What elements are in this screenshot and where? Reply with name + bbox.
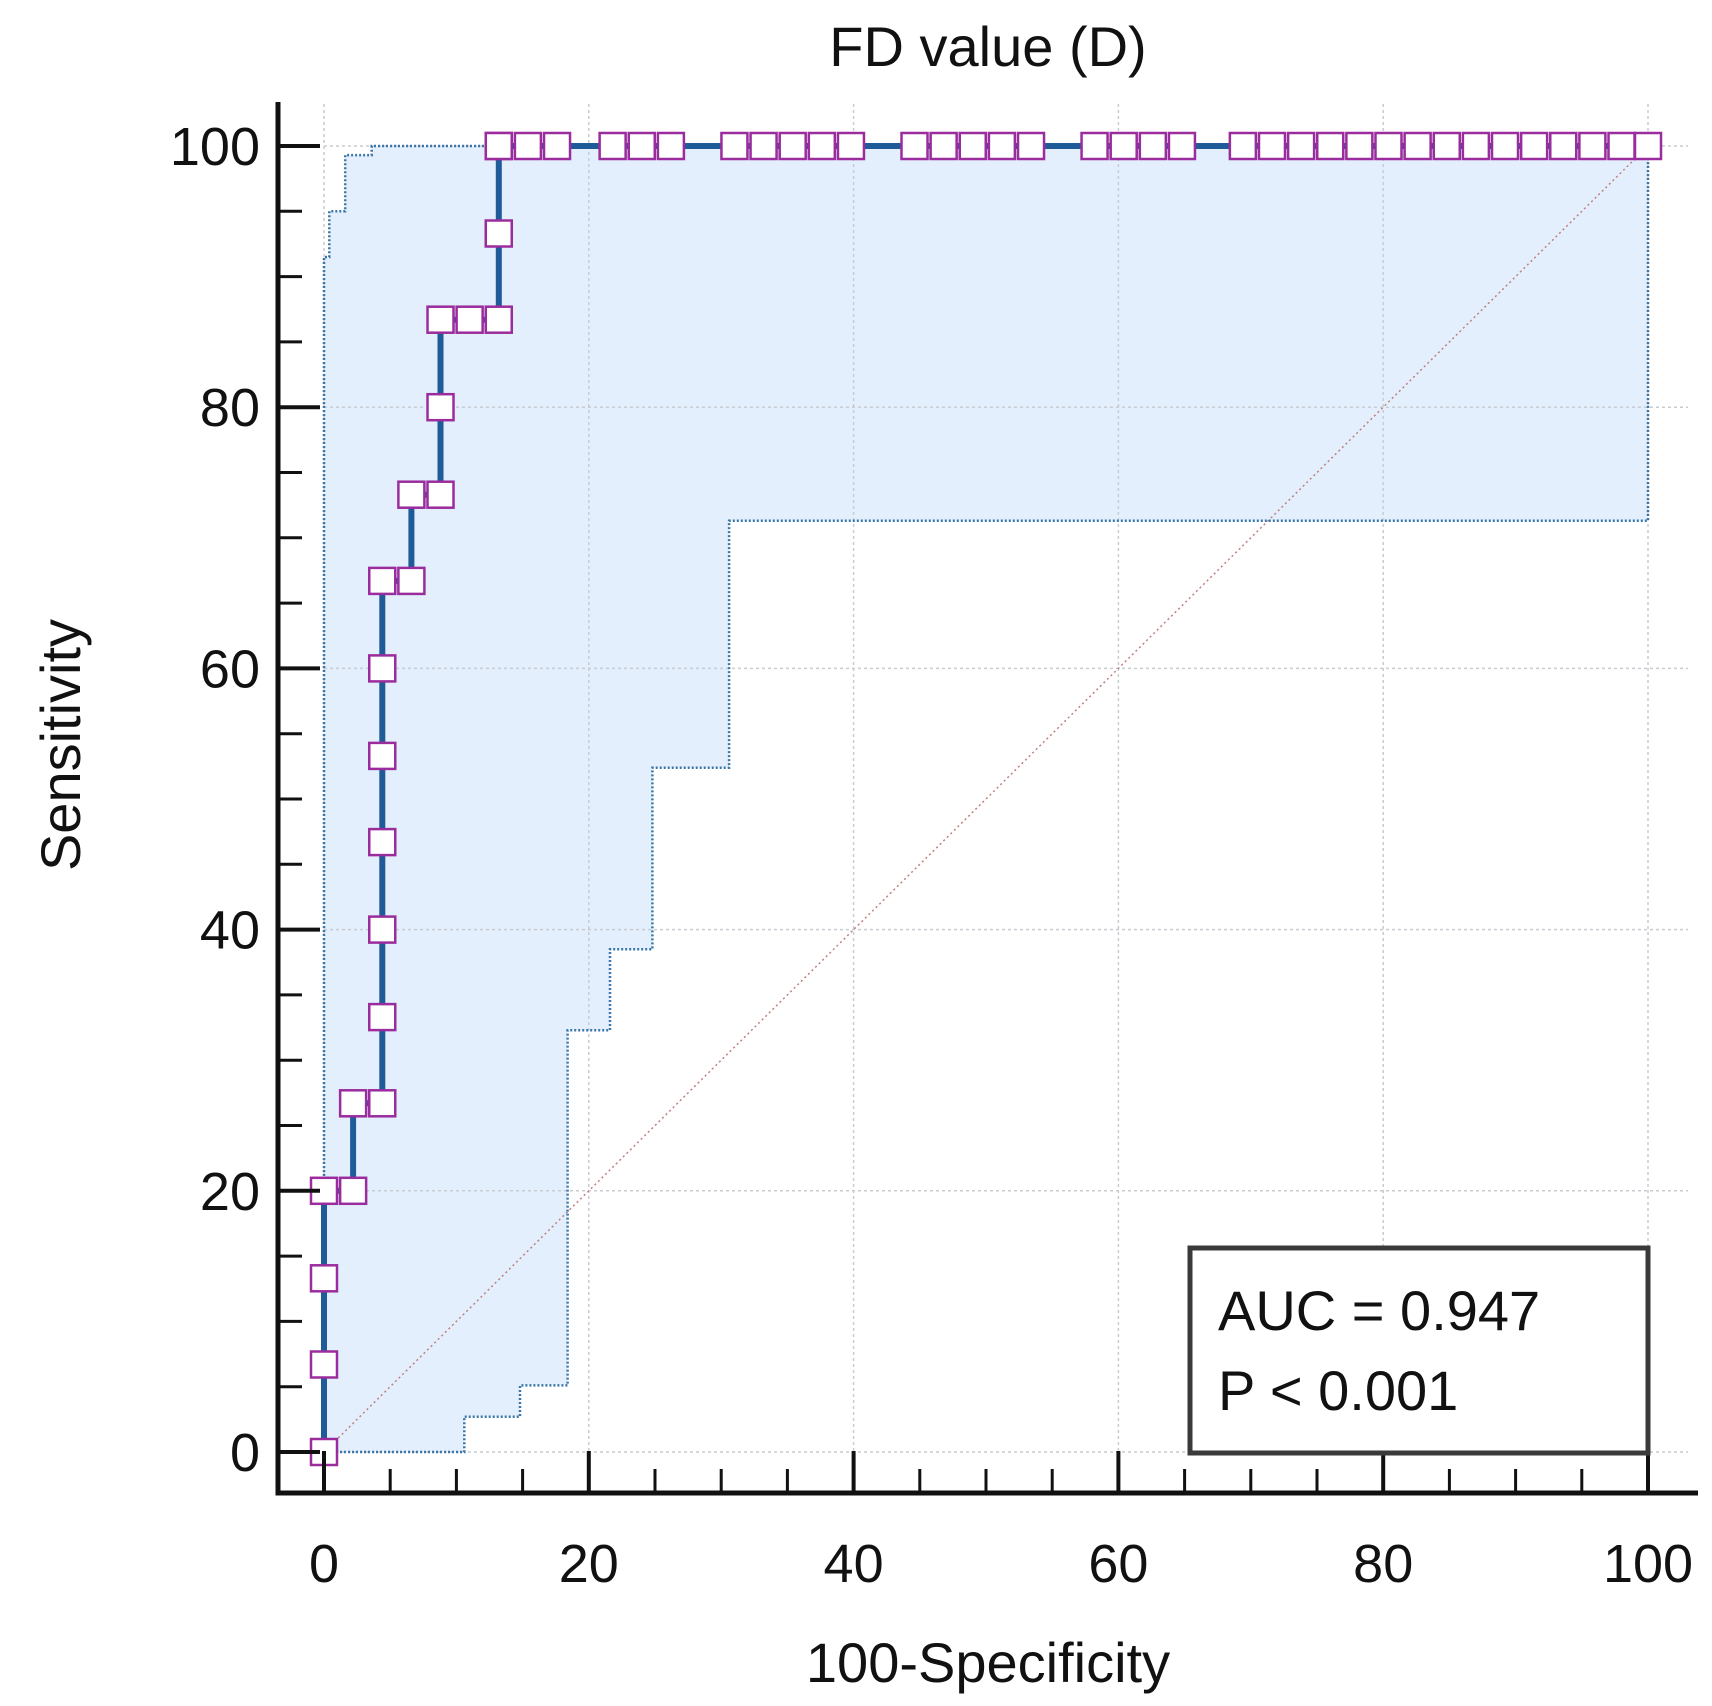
roc-point-marker bbox=[368, 1002, 397, 1032]
roc-point-marker bbox=[807, 131, 837, 161]
plot-area: 0 20 40 60 80 100 0 20 40 60 80 100 bbox=[170, 102, 1698, 1594]
roc-point-marker bbox=[900, 131, 929, 161]
roc-point-marker bbox=[484, 131, 514, 161]
x-tick-label: 0 bbox=[309, 1534, 339, 1594]
roc-point-marker bbox=[1403, 131, 1432, 161]
roc-point-marker bbox=[426, 392, 455, 422]
y-tick-label: 20 bbox=[200, 1162, 260, 1222]
roc-point-marker bbox=[778, 131, 807, 161]
annotation-box: AUC = 0.947 P < 0.001 bbox=[1187, 1245, 1651, 1456]
chart-title: FD value (D) bbox=[829, 15, 1146, 78]
roc-point-marker bbox=[338, 1089, 368, 1118]
ci-band-fill bbox=[324, 146, 1648, 1452]
roc-point-marker bbox=[1228, 131, 1258, 161]
y-tick-label: 100 bbox=[170, 117, 260, 177]
roc-point-marker bbox=[1519, 131, 1549, 161]
roc-point-marker bbox=[1549, 131, 1578, 161]
roc-point-marker bbox=[455, 305, 484, 334]
roc-point-marker bbox=[836, 131, 866, 161]
roc-point-marker bbox=[749, 131, 778, 161]
roc-point-marker bbox=[338, 1176, 368, 1206]
roc-point-marker bbox=[958, 131, 988, 161]
roc-point-marker bbox=[426, 305, 455, 334]
roc-point-marker bbox=[987, 131, 1017, 161]
roc-point-marker bbox=[1138, 131, 1168, 161]
roc-point-marker bbox=[513, 131, 543, 161]
x-tick-label: 40 bbox=[824, 1534, 884, 1594]
roc-point-marker bbox=[397, 480, 426, 509]
roc-point-marker bbox=[368, 915, 397, 944]
roc-point-marker bbox=[1257, 131, 1287, 161]
roc-point-marker bbox=[309, 1350, 339, 1379]
ci-upper-line bbox=[322, 144, 1648, 1452]
roc-point-marker bbox=[1016, 131, 1046, 161]
roc-point-marker bbox=[1607, 131, 1636, 161]
roc-point-marker bbox=[1432, 131, 1462, 161]
roc-point-marker bbox=[1633, 131, 1663, 161]
roc-point-marker bbox=[1578, 131, 1607, 161]
roc-point-marker bbox=[368, 827, 397, 857]
x-tick-label: 60 bbox=[1088, 1534, 1148, 1594]
auc-annotation: AUC = 0.947 bbox=[1218, 1279, 1540, 1342]
y-tick-label: 80 bbox=[200, 378, 260, 438]
roc-point-marker bbox=[368, 1089, 397, 1118]
roc-point-marker bbox=[397, 566, 426, 596]
roc-point-marker bbox=[627, 131, 657, 161]
roc-point-marker bbox=[1374, 131, 1403, 161]
roc-point-marker bbox=[309, 1264, 339, 1293]
ci-lower-line bbox=[324, 146, 1650, 1454]
roc-point-marker bbox=[426, 480, 455, 509]
y-tick-label: 40 bbox=[200, 901, 260, 961]
roc-point-marker bbox=[1080, 131, 1109, 161]
y-tick-label: 60 bbox=[200, 639, 260, 699]
annotation-frame bbox=[1187, 1245, 1651, 1456]
x-axis-label: 100-Specificity bbox=[806, 1631, 1170, 1694]
p-value-annotation: P < 0.001 bbox=[1218, 1359, 1458, 1422]
roc-point-marker bbox=[368, 741, 397, 771]
roc-point-marker bbox=[720, 131, 749, 161]
y-tick-label: 0 bbox=[230, 1423, 260, 1483]
roc-point-marker bbox=[1345, 131, 1374, 161]
roc-point-marker bbox=[1167, 131, 1197, 161]
roc-point-marker bbox=[1109, 131, 1138, 161]
y-axis-label: Sensitivity bbox=[29, 619, 92, 871]
roc-point-marker bbox=[1315, 131, 1345, 161]
roc-point-marker bbox=[929, 131, 958, 161]
roc-point-marker bbox=[656, 131, 686, 161]
roc-point-marker bbox=[1490, 131, 1520, 161]
x-tick-label: 100 bbox=[1603, 1534, 1693, 1594]
roc-point-marker bbox=[1286, 131, 1316, 161]
roc-point-marker bbox=[484, 305, 514, 334]
roc-point-marker bbox=[598, 131, 627, 161]
roc-point-marker bbox=[484, 219, 514, 248]
roc-point-marker bbox=[368, 654, 397, 683]
x-tick-label: 20 bbox=[559, 1534, 619, 1594]
roc-point-marker bbox=[368, 566, 397, 596]
roc-point-marker bbox=[1461, 131, 1491, 161]
x-tick-label: 80 bbox=[1353, 1534, 1413, 1594]
roc-point-marker bbox=[542, 131, 572, 161]
